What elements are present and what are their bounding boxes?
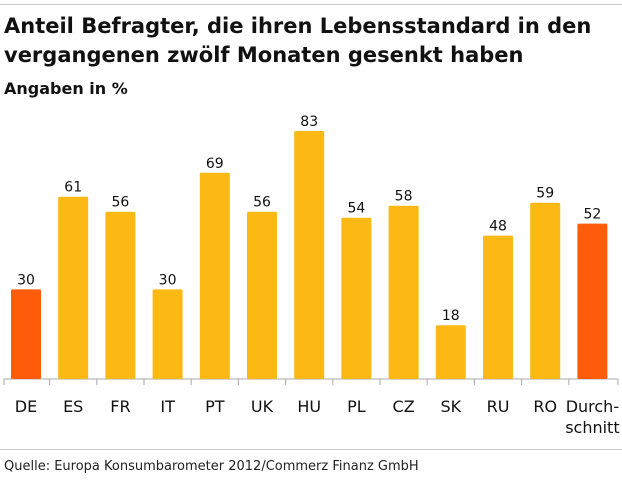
category-label: schnitt bbox=[565, 418, 619, 437]
value-label: 69 bbox=[206, 156, 224, 172]
bar-cz bbox=[388, 205, 419, 379]
bar-es bbox=[58, 196, 89, 379]
value-label: 56 bbox=[253, 195, 271, 211]
value-label: 48 bbox=[489, 219, 507, 235]
bar-ro bbox=[530, 202, 561, 379]
value-label: 30 bbox=[159, 272, 177, 288]
bar-durchschnitt bbox=[577, 223, 608, 379]
category-label: IT bbox=[160, 397, 175, 416]
chart-subtitle: Angaben in % bbox=[4, 79, 128, 98]
bar-hu bbox=[294, 131, 325, 379]
value-label: 30 bbox=[17, 272, 35, 288]
category-label: HU bbox=[297, 397, 321, 416]
category-label: RO bbox=[533, 397, 557, 416]
bar-chart: 30 DE 61 ES 56 FR 30 IT 69 PT 56 UK 83 HU 54 PL 58 CZ 18 SK… bbox=[3, 114, 620, 437]
source-note: Quelle: Europa Konsumbarometer 2012/Comm… bbox=[4, 459, 419, 474]
bottom-divider bbox=[0, 449, 622, 450]
category-label: ES bbox=[63, 397, 83, 416]
category-label: PT bbox=[205, 397, 225, 416]
value-label: 56 bbox=[111, 195, 129, 211]
bar-pt bbox=[199, 172, 230, 379]
category-label: PL bbox=[347, 397, 366, 416]
category-label: UK bbox=[251, 397, 274, 416]
chart-title: Anteil Befragter, die ihren Lebensstanda… bbox=[4, 14, 592, 67]
bar-uk bbox=[247, 211, 277, 379]
category-label: CZ bbox=[393, 397, 415, 416]
category-label: Durch- bbox=[566, 397, 619, 416]
bar-pl bbox=[341, 217, 372, 379]
category-label: DE bbox=[15, 397, 37, 416]
value-label: 58 bbox=[395, 189, 413, 205]
category-label: FR bbox=[110, 397, 130, 416]
value-label: 61 bbox=[64, 180, 82, 196]
bar-it bbox=[152, 289, 183, 379]
bar-ru bbox=[483, 235, 513, 379]
category-label: SK bbox=[440, 397, 461, 416]
bar-sk bbox=[435, 325, 466, 379]
category-label: RU bbox=[487, 397, 510, 416]
value-label: 83 bbox=[300, 114, 318, 130]
value-label: 52 bbox=[583, 207, 601, 223]
value-label: 54 bbox=[347, 201, 365, 217]
value-label: 59 bbox=[536, 186, 554, 202]
value-label: 18 bbox=[442, 308, 460, 324]
top-divider bbox=[0, 4, 622, 5]
bar-fr bbox=[105, 211, 136, 379]
bar-de bbox=[11, 289, 41, 379]
